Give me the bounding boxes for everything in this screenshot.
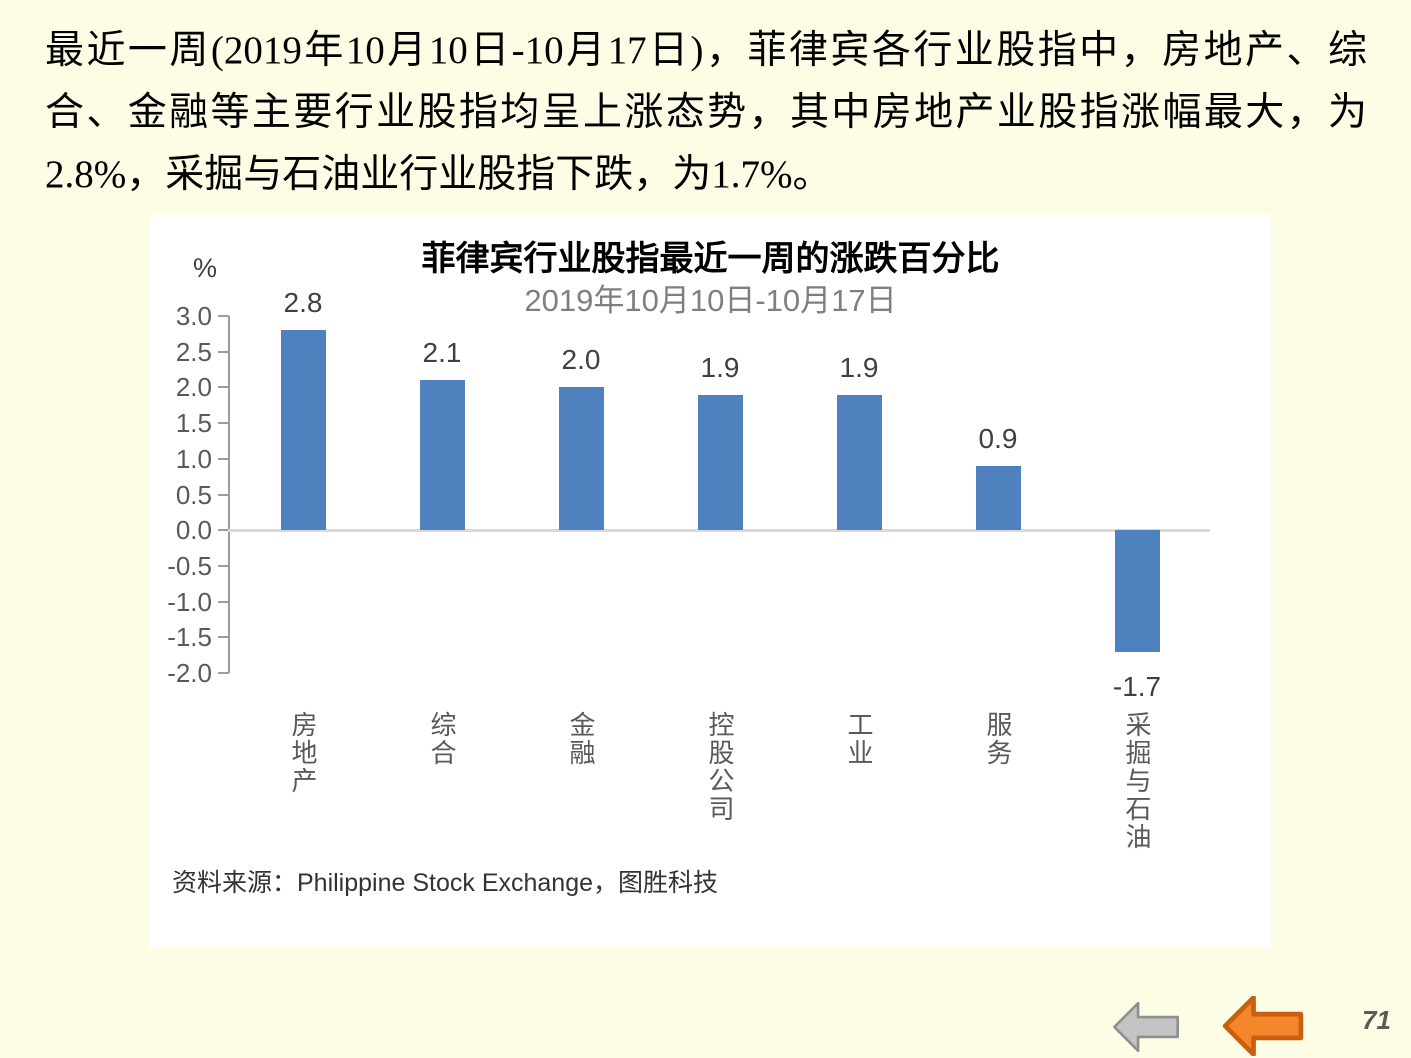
bar: [836, 394, 882, 531]
x-category-label: 控股公司: [705, 711, 735, 823]
bar-value-label: 1.9: [700, 351, 740, 383]
bar-value-label: 2.1: [422, 337, 462, 369]
source-note: 资料来源：Philippine Stock Exchange，图胜科技: [172, 869, 719, 897]
y-tick-label: 0.5: [175, 479, 212, 510]
bar: [558, 387, 604, 531]
chart-panel: 菲律宾行业股指最近一周的涨跌百分比 2019年10月10日-10月17日 % 3…: [150, 215, 1271, 948]
bar: [419, 380, 465, 531]
zero-baseline: [228, 529, 1210, 533]
y-axis-unit-label: %: [193, 253, 218, 283]
chart-title: 菲律宾行业股指最近一周的涨跌百分比: [421, 240, 1000, 278]
bar: [280, 330, 326, 531]
x-category-label: 工业: [844, 711, 874, 767]
y-tick: [218, 386, 229, 389]
y-tick: [218, 529, 229, 532]
bar: [975, 465, 1021, 531]
bar: [1114, 530, 1160, 652]
y-tick-label: 2.5: [175, 336, 212, 367]
y-tick-label: -2.0: [167, 658, 212, 688]
y-tick: [218, 600, 229, 603]
y-tick: [218, 493, 229, 496]
y-tick-label: -1.0: [167, 586, 212, 617]
bar-value-label: -1.7: [1112, 670, 1162, 702]
intro-paragraph: 最近一周(2019年10月10日-10月17日)，菲律宾各行业股指中，房地产、综…: [45, 29, 1367, 196]
x-category-label: 金融: [566, 711, 596, 767]
x-category-label: 房地产: [288, 711, 318, 795]
bar-value-label: 2.0: [561, 344, 601, 376]
bar: [697, 394, 743, 531]
previous-slide-arrow-orange-icon[interactable]: [1222, 996, 1304, 1056]
bar-chart-plot: 3.0 2.5 2.0 1.5 1.0 0.5 0.0 -0.5 -1.0 -1.5 -2.0 2.8…: [150, 215, 1271, 948]
x-category-label: 采掘与石油: [1122, 711, 1152, 851]
y-tick: [218, 350, 229, 353]
y-tick-label: 2.0: [175, 372, 212, 403]
y-axis-line: [228, 316, 230, 673]
y-tick: [218, 564, 229, 567]
y-tick: [218, 672, 229, 674]
y-tick-label: 3.0: [175, 301, 212, 331]
y-tick: [218, 422, 229, 425]
x-category-label: 服务: [983, 711, 1013, 767]
page-number: 71: [1362, 1005, 1391, 1035]
y-tick: [218, 315, 229, 317]
bar-value-label: 0.9: [978, 422, 1018, 454]
y-tick-label: 1.5: [175, 408, 212, 439]
chart-subtitle: 2019年10月10日-10月17日: [524, 283, 897, 318]
y-tick: [218, 636, 229, 639]
y-tick-label: -1.5: [167, 622, 212, 653]
y-tick-label: 0.0: [175, 515, 212, 546]
y-tick-label: 1.0: [175, 443, 212, 474]
previous-slide-arrow-gray-icon[interactable]: [1113, 1001, 1179, 1053]
x-category-label: 综合: [427, 711, 457, 767]
y-tick-label: -0.5: [167, 550, 212, 581]
y-tick: [218, 457, 229, 460]
bar-value-label: 1.9: [839, 351, 879, 383]
bar-value-label: 2.8: [283, 287, 323, 319]
